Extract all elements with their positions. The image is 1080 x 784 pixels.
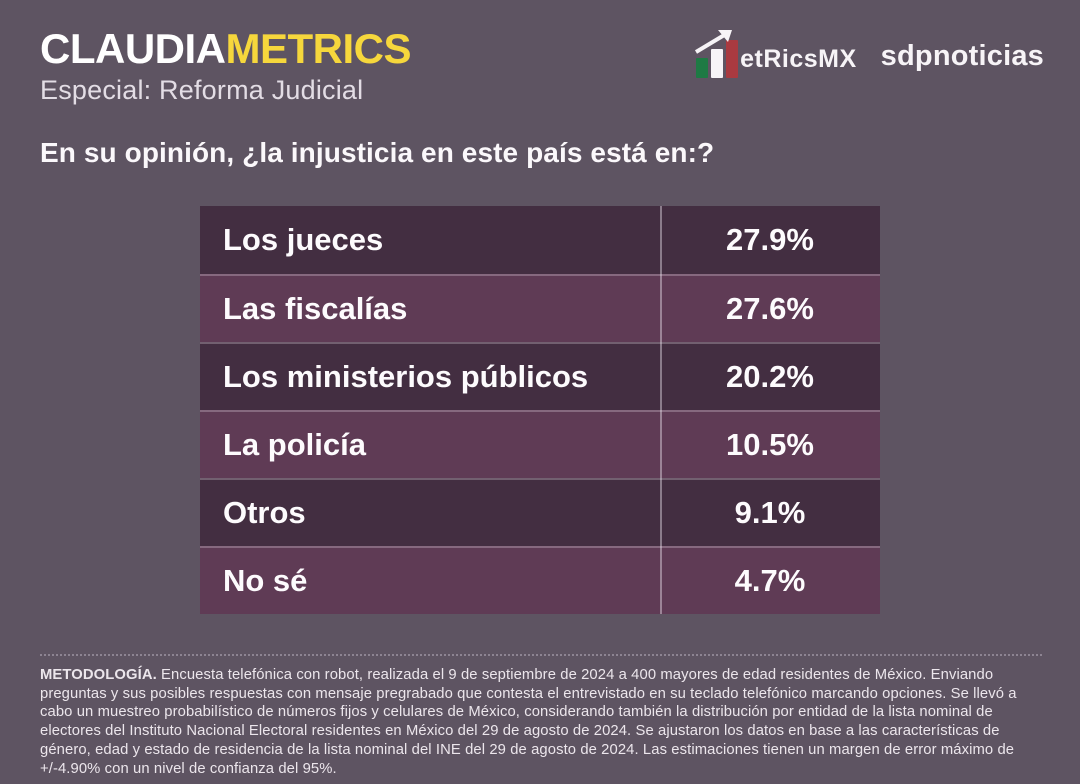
answer-value: 27.6% [726, 291, 814, 326]
brand-title-claudia: CLAUDIA [40, 25, 226, 72]
answer-value: 9.1% [734, 495, 806, 530]
metricsmx-logo-text: etRicsMX [740, 45, 857, 73]
flag-bar-red [726, 40, 739, 78]
flag-bar-green [696, 58, 709, 78]
metricsmx-flag-bars [695, 30, 739, 78]
table-row: Otros 9.1% [200, 478, 880, 546]
partner-logos: etRicsMX sdpnoticias [695, 30, 1044, 78]
growth-arrow-icon [695, 30, 733, 54]
methodology-label: METODOLOGÍA. [40, 667, 157, 683]
results-table: Los jueces 27.9% Las fiscalías 27.6% Los… [200, 206, 880, 614]
answer-value: 20.2% [726, 359, 814, 394]
brand-title-metrics: METRICS [225, 25, 411, 72]
brand-subtitle: Especial: Reforma Judicial [40, 75, 364, 106]
table-row: No sé 4.7% [200, 546, 880, 614]
methodology-body: Encuesta telefónica con robot, realizada… [40, 667, 1017, 777]
table-row: Las fiscalías 27.6% [200, 274, 880, 342]
answer-label: Otros [223, 495, 306, 530]
brand-header: CLAUDIAMETRICS Especial: Reforma Judicia… [40, 25, 411, 106]
survey-question: En su opinión, ¿la injusticia en este pa… [40, 137, 715, 168]
sdpnoticias-logo: sdpnoticias [880, 39, 1044, 72]
footer-divider [40, 654, 1042, 656]
answer-value: 4.7% [734, 563, 806, 598]
answer-value: 27.9% [726, 222, 814, 257]
answer-label: No sé [223, 563, 308, 598]
table-column-divider [660, 206, 662, 614]
answer-label: Las fiscalías [223, 291, 408, 326]
table-row: La policía 10.5% [200, 410, 880, 478]
answer-label: Los jueces [223, 222, 384, 257]
brand-title: CLAUDIAMETRICS [40, 25, 411, 72]
table-row: Los jueces 27.9% [200, 206, 880, 274]
answer-value: 10.5% [726, 427, 814, 462]
table-row: Los ministerios públicos 20.2% [200, 342, 880, 410]
methodology-text: METODOLOGÍA. Encuesta telefónica con rob… [40, 666, 1046, 778]
flag-bar-white [711, 49, 724, 78]
metricsmx-logo: etRicsMX [695, 30, 857, 78]
answer-label: La policía [223, 427, 366, 462]
answer-label: Los ministerios públicos [223, 359, 589, 394]
